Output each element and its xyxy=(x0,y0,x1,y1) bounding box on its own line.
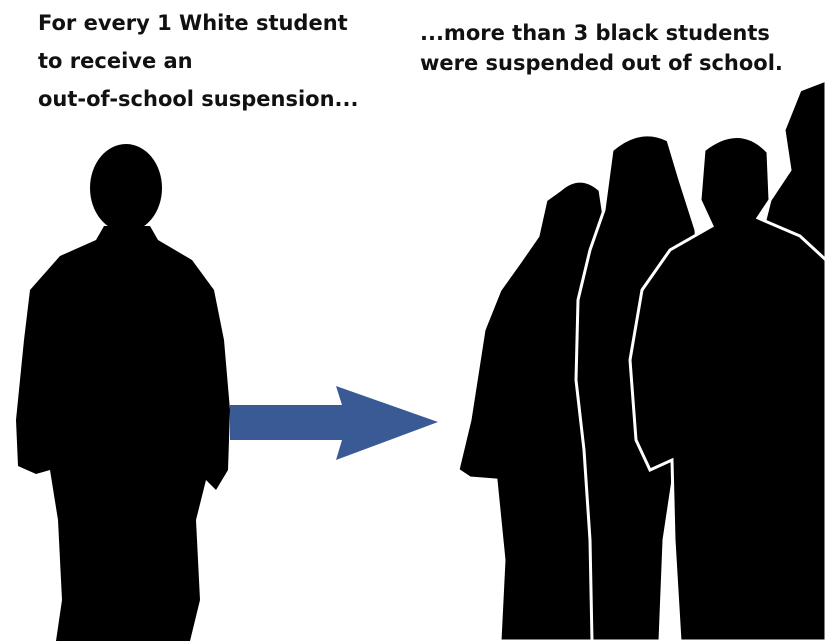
caption-line: to receive an xyxy=(38,49,193,73)
infographic: For every 1 White student to receive an … xyxy=(0,0,826,641)
arrow xyxy=(230,386,438,460)
caption-line: out-of-school suspension... xyxy=(38,87,359,111)
white-student-silhouette xyxy=(16,144,230,641)
right-caption: ...more than 3 black students were suspe… xyxy=(420,21,783,75)
caption-line: ...more than 3 black students xyxy=(420,21,770,45)
caption-line: For every 1 White student xyxy=(38,11,348,35)
page: For every 1 White student to receive an … xyxy=(0,0,826,641)
left-caption: For every 1 White student to receive an … xyxy=(38,11,359,111)
caption-line: were suspended out of school. xyxy=(420,51,783,75)
black-students-silhouettes xyxy=(458,80,826,641)
